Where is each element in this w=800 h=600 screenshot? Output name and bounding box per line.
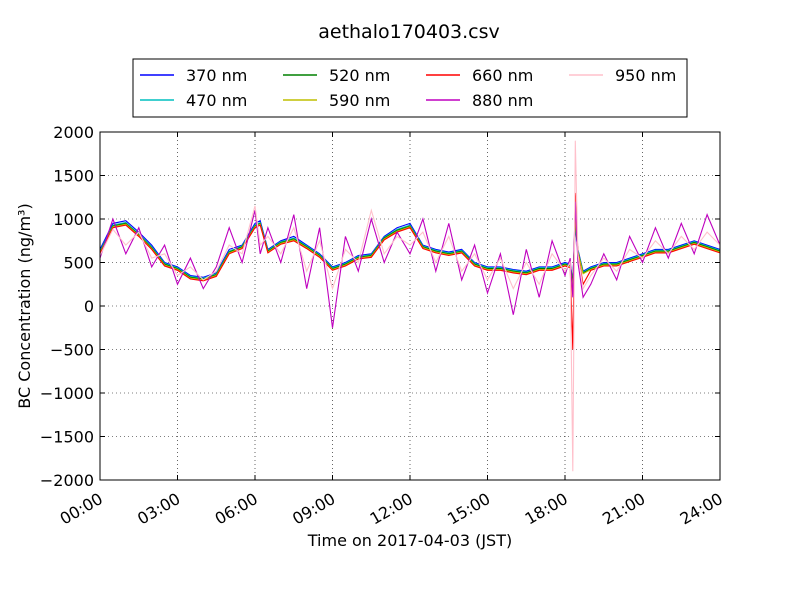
x-tick-label: 00:00 <box>57 489 106 529</box>
x-tick-label: 21:00 <box>599 489 648 529</box>
x-tick-label: 09:00 <box>289 489 338 529</box>
y-tick-label: −2000 <box>40 471 94 490</box>
x-tick-label: 24:00 <box>677 489 726 529</box>
x-tick-label: 12:00 <box>367 489 416 529</box>
y-tick-label: −1000 <box>40 384 94 403</box>
series-lines <box>100 140 720 472</box>
x-tick-label: 06:00 <box>212 489 261 529</box>
legend-label: 660 nm <box>472 66 533 85</box>
y-tick-label: 2000 <box>53 123 94 142</box>
legend-label: 950 nm <box>615 66 676 85</box>
y-tick-label: −500 <box>50 341 94 360</box>
legend-label: 370 nm <box>186 66 247 85</box>
x-tick-label: 18:00 <box>522 489 571 529</box>
chart-title: aethalo170403.csv <box>318 21 500 43</box>
legend-label: 520 nm <box>329 66 390 85</box>
x-axis-label: Time on 2017-04-03 (JST) <box>307 531 512 550</box>
y-axis-label: BC Concentration (ng/m³) <box>15 203 34 408</box>
series-line <box>100 218 720 283</box>
x-tick-label: 15:00 <box>444 489 493 529</box>
y-tick-label: −1500 <box>40 428 94 447</box>
legend-label: 470 nm <box>186 91 247 110</box>
series-line <box>100 140 720 472</box>
y-tick-label: 0 <box>84 297 94 316</box>
legend: 370 nm 470 nm 520 nm 590 nm 660 nm 880 nm 950 … <box>132 58 688 118</box>
legend-label: 880 nm <box>472 91 533 110</box>
y-tick-label: 500 <box>63 254 94 273</box>
series-line <box>100 201 720 328</box>
series-line <box>100 214 720 289</box>
y-tick-label: 1500 <box>53 167 94 186</box>
y-tick-label: 1000 <box>53 210 94 229</box>
legend-label: 590 nm <box>329 91 390 110</box>
series-line <box>100 192 720 350</box>
legend-box <box>132 58 688 118</box>
axis-ticks <box>99 131 721 481</box>
x-tick-label: 03:00 <box>134 489 183 529</box>
